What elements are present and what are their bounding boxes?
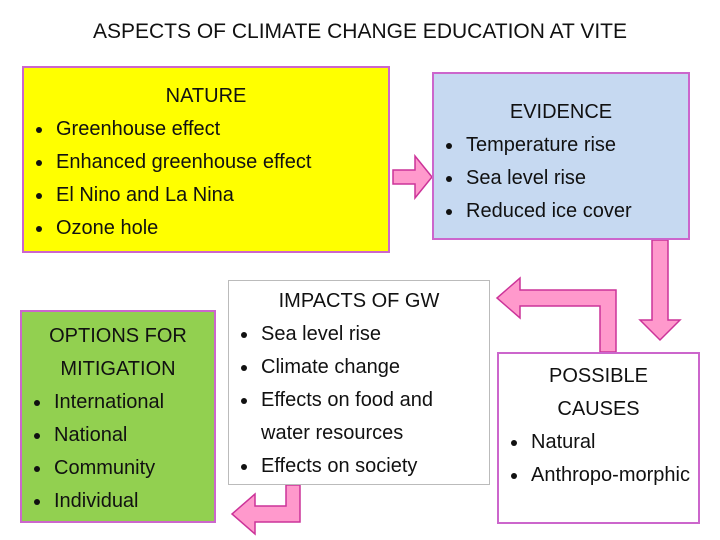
list-item: Effects on society xyxy=(259,450,481,483)
list-item: Ozone hole xyxy=(54,212,380,245)
list-item: Sea level rise xyxy=(464,162,680,195)
arrow-left xyxy=(495,276,617,353)
arrow-right xyxy=(392,153,433,201)
box-heading: OPTIONS FOR MITIGATION xyxy=(49,325,187,380)
arrow-down xyxy=(638,239,682,342)
list-item: Climate change xyxy=(259,351,481,384)
evidence-box: EVIDENCE Temperature riseSea level riseRe… xyxy=(432,72,690,240)
box-heading: IMPACTS OF GW xyxy=(278,290,440,312)
list-item: Individual xyxy=(52,485,206,518)
impacts-box: IMPACTS OF GW Sea level riseClimate chang… xyxy=(228,280,490,485)
title: ASPECTS OF CLIMATE CHANGE EDUCATION AT V… xyxy=(92,20,628,43)
list-item: Natural xyxy=(529,426,690,459)
arrow-bottom xyxy=(230,484,301,536)
item-list: NaturalAnthropo-morphic xyxy=(507,426,690,492)
list-item: National xyxy=(52,419,206,452)
box-heading: NATURE xyxy=(165,85,247,107)
list-item: Effects on food and water resources xyxy=(259,384,481,450)
list-item: Greenhouse effect xyxy=(54,113,380,146)
list-item: Temperature rise xyxy=(464,129,680,162)
mitigation-box: OPTIONS FOR MITIGATION InternationalNatio… xyxy=(20,310,216,523)
list-item: Reduced ice cover xyxy=(464,195,680,228)
item-list: Greenhouse effectEnhanced greenhouse eff… xyxy=(32,113,380,245)
list-item: International xyxy=(52,386,206,419)
box-heading: POSSIBLE CAUSES xyxy=(549,365,648,420)
nature-box: NATURE Greenhouse effectEnhanced greenhou… xyxy=(22,66,390,253)
list-item: Enhanced greenhouse effect xyxy=(54,146,380,179)
list-item: Anthropo-morphic xyxy=(529,459,690,492)
list-item: El Nino and La Nina xyxy=(54,179,380,212)
causes-box: POSSIBLE CAUSES NaturalAnthropo-morphic xyxy=(497,352,700,524)
item-list: InternationalNationalCommunityIndividual xyxy=(30,386,206,518)
item-list: Sea level riseClimate changeEffects on f… xyxy=(237,318,481,483)
item-list: Temperature riseSea level riseReduced ic… xyxy=(442,129,680,228)
list-item: Community xyxy=(52,452,206,485)
list-item: Sea level rise xyxy=(259,318,481,351)
box-heading: EVIDENCE xyxy=(509,101,613,123)
